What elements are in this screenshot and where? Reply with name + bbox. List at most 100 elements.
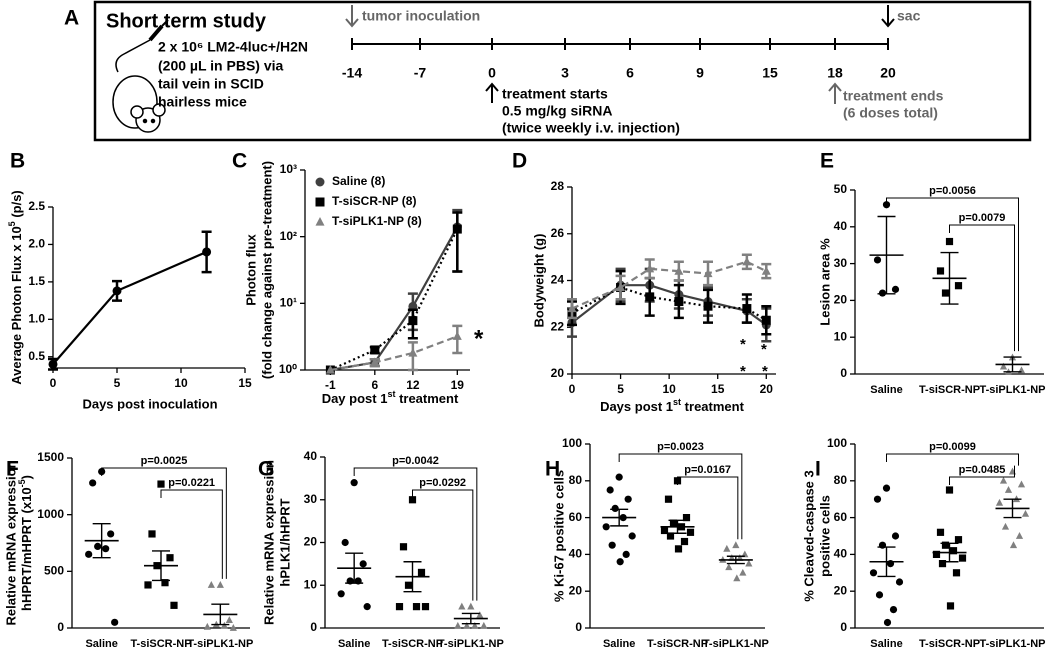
y-tick-label: 80 bbox=[569, 473, 583, 487]
marker bbox=[359, 560, 367, 568]
marker bbox=[664, 495, 673, 503]
marker bbox=[111, 618, 119, 626]
marker bbox=[725, 563, 733, 571]
marker bbox=[674, 266, 684, 275]
marker bbox=[616, 558, 624, 566]
marker bbox=[463, 621, 471, 629]
legend-marker bbox=[315, 177, 325, 187]
x-tick-label: T-siSCR-NP bbox=[130, 638, 191, 650]
error-bar bbox=[461, 612, 480, 625]
marker bbox=[421, 603, 430, 611]
marker bbox=[1004, 486, 1013, 493]
y-tick-label: 22 bbox=[551, 319, 565, 333]
mouse-eye bbox=[150, 118, 156, 124]
panel-letter: D bbox=[512, 150, 527, 173]
text-part: treatment bbox=[681, 399, 745, 414]
marker bbox=[94, 542, 102, 551]
x-tick-label: T-siPLK1-NP bbox=[979, 384, 1045, 396]
marker bbox=[480, 621, 488, 629]
marker bbox=[408, 348, 418, 357]
marker bbox=[958, 554, 967, 562]
marker bbox=[107, 530, 115, 538]
marker bbox=[895, 578, 904, 586]
y-axis-label: Relative mRNA expression bbox=[3, 460, 18, 625]
marker bbox=[325, 365, 335, 374]
p-value: p=0.0485 bbox=[959, 464, 1006, 476]
x-tick-label: 0 bbox=[569, 382, 576, 396]
p-value: p=0.0056 bbox=[929, 185, 976, 197]
marker bbox=[602, 523, 610, 531]
y-tick-label: 20 bbox=[551, 366, 565, 380]
marker bbox=[616, 282, 626, 292]
legend-marker bbox=[315, 197, 325, 207]
x-tick-label: T-siPLK1-NP bbox=[438, 638, 504, 650]
marker bbox=[89, 479, 97, 487]
timeline-day: 20 bbox=[880, 65, 896, 81]
y-tick-label: 10³ bbox=[280, 162, 297, 176]
marker bbox=[742, 304, 752, 314]
y-tick-label: 0 bbox=[57, 620, 64, 634]
marker bbox=[995, 498, 1004, 506]
error-bar bbox=[152, 550, 170, 582]
marker bbox=[889, 606, 898, 614]
panel-letter: F bbox=[6, 458, 19, 481]
marker bbox=[742, 256, 752, 266]
marker bbox=[337, 590, 345, 598]
superscript: st bbox=[673, 397, 681, 407]
y-tick-label: 10² bbox=[280, 229, 297, 243]
x-tick-label: 6 bbox=[371, 378, 378, 392]
annotation: * bbox=[762, 363, 768, 380]
text-part: hHPRT/mHPRT (x10 bbox=[19, 487, 34, 611]
marker bbox=[1009, 541, 1018, 549]
marker bbox=[954, 536, 963, 544]
y-tick-label: 2.5 bbox=[28, 199, 45, 213]
x-tick-label: T-siSCR-NP bbox=[919, 638, 980, 650]
marker bbox=[739, 568, 747, 576]
significance-bracket bbox=[949, 224, 1015, 352]
marker bbox=[936, 267, 945, 275]
x-tick-label: Saline bbox=[603, 638, 635, 650]
error-bar bbox=[940, 251, 959, 305]
y-axis-label: Relative mRNA expression bbox=[261, 460, 276, 625]
timeline-day: 9 bbox=[696, 65, 704, 81]
marker bbox=[733, 574, 741, 582]
marker bbox=[216, 580, 224, 588]
y-tick-label: 28 bbox=[551, 179, 565, 193]
text-part: ) bbox=[19, 475, 34, 479]
marker bbox=[476, 611, 484, 619]
legend-label: Saline (8) bbox=[332, 174, 385, 188]
marker bbox=[408, 316, 418, 326]
injection-text: 2 x 10⁶ LM2-4luc+/H2N bbox=[158, 39, 308, 55]
x-tick-label: T-siPLK1-NP bbox=[187, 638, 253, 650]
marker bbox=[628, 532, 636, 540]
x-tick-label: 10 bbox=[174, 376, 188, 390]
marker bbox=[999, 476, 1008, 484]
y-axis-label: Bodyweight (g) bbox=[531, 234, 546, 328]
marker bbox=[932, 550, 941, 558]
y-axis-label: positive cells bbox=[817, 495, 832, 577]
y-tick-label: 10¹ bbox=[280, 296, 297, 310]
x-tick-label: 15 bbox=[238, 376, 252, 390]
y-axis-label: hHPRT/mHPRT (x10-5) bbox=[17, 475, 34, 611]
marker bbox=[608, 541, 616, 549]
panel-a: A Short term study 2 x 10⁶ LM2-4luc+/H2N… bbox=[64, 0, 1032, 142]
annotation: * bbox=[474, 325, 484, 352]
y-axis-label: (fold change against pre-treatment) bbox=[259, 161, 274, 379]
marker bbox=[669, 519, 678, 527]
y-tick-label: 60 bbox=[834, 510, 848, 524]
y-tick-label: 20 bbox=[834, 293, 848, 307]
arrow bbox=[881, 5, 895, 28]
marker bbox=[682, 514, 691, 522]
marker bbox=[404, 581, 413, 589]
x-tick-label: 5 bbox=[114, 376, 121, 390]
marker bbox=[161, 579, 169, 587]
x-tick-label: 12 bbox=[406, 378, 420, 392]
x-tick-label: T-siSCR-NP bbox=[919, 384, 980, 396]
significance-bracket bbox=[886, 197, 1019, 352]
marker bbox=[945, 486, 954, 494]
x-tick-label: Saline bbox=[338, 638, 370, 650]
marker bbox=[761, 266, 771, 275]
arrow bbox=[485, 82, 499, 103]
